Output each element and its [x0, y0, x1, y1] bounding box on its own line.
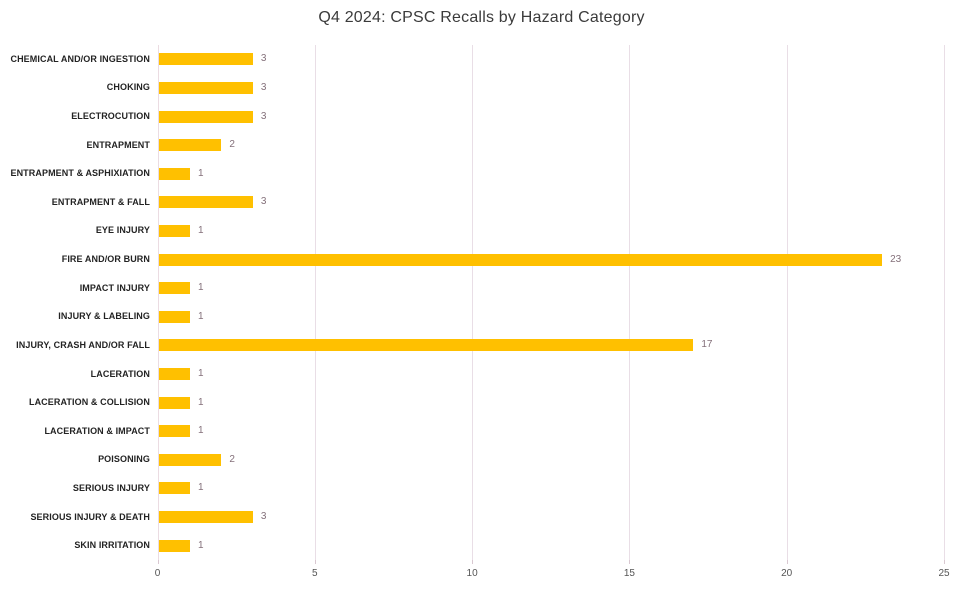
bar [158, 253, 883, 266]
bar [158, 539, 190, 552]
category-label: LACERATION & COLLISION [28, 397, 150, 408]
category-label: SERIOUS INJURY & DEATH [30, 511, 150, 522]
category-label: LACERATION & IMPACT [44, 425, 150, 436]
gridline [944, 45, 945, 560]
gridline [472, 45, 474, 560]
bar [158, 339, 694, 352]
category-label: ELECTROCUTION [71, 111, 150, 122]
value-label: 1 [197, 368, 204, 380]
bar [158, 167, 190, 180]
bar [158, 368, 190, 381]
category-label: INJURY, CRASH AND/OR FALL [16, 339, 150, 350]
category-label: IMPACT INJURY [79, 282, 150, 293]
x-axis-tick-mark [944, 560, 945, 564]
y-axis-line [157, 45, 159, 560]
bar [158, 310, 190, 323]
value-label: 3 [260, 81, 267, 93]
category-label: CHOKING [106, 82, 150, 93]
category-label: POISONING [98, 454, 150, 465]
category-label: ENTRAPMENT [86, 139, 150, 150]
value-label: 17 [701, 339, 713, 351]
value-label: 3 [260, 110, 267, 122]
bar [158, 282, 190, 295]
bar [158, 196, 253, 209]
bar [158, 224, 190, 237]
gridline [314, 45, 316, 560]
value-label: 3 [260, 53, 267, 65]
x-axis-tick-label: 25 [938, 568, 950, 579]
category-label: INJURY & LABELING [58, 311, 150, 322]
category-label: CHEMICAL AND/OR INGESTION [10, 53, 150, 64]
value-label: 1 [197, 282, 204, 294]
gridline [629, 45, 631, 560]
category-label: ENTRAPMENT & ASPHIXIATION [10, 168, 150, 179]
category-label: SERIOUS INJURY [72, 482, 150, 493]
value-label: 2 [229, 453, 235, 465]
value-label: 1 [197, 224, 204, 236]
bar [158, 110, 253, 123]
value-label: 1 [197, 396, 204, 408]
bar [158, 511, 253, 524]
bar [158, 482, 190, 495]
value-label: 1 [197, 539, 204, 551]
x-axis-tick-mark [472, 560, 474, 564]
bar [158, 453, 222, 466]
category-label: ENTRAPMENT & FALL [51, 196, 150, 207]
category-label: LACERATION [90, 368, 150, 379]
value-label: 1 [197, 482, 204, 494]
value-label: 23 [890, 253, 902, 265]
x-axis-tick-mark [157, 560, 159, 564]
x-axis-tick-label: 5 [312, 568, 318, 579]
x-axis-tick-mark [314, 560, 316, 564]
bar [158, 81, 253, 94]
value-label: 1 [197, 425, 204, 437]
x-axis-tick-label: 0 [154, 568, 161, 579]
value-label: 2 [229, 139, 235, 151]
bar [158, 139, 222, 152]
x-axis-tick-label: 10 [466, 568, 478, 579]
category-label: SKIN IRRITATION [74, 540, 150, 551]
category-label: EYE INJURY [95, 225, 150, 236]
bar [158, 53, 253, 66]
category-label: FIRE AND/OR BURN [61, 254, 150, 265]
x-axis-tick-label: 15 [623, 568, 635, 579]
value-label: 3 [260, 511, 267, 523]
x-axis-tick-mark [786, 560, 788, 564]
x-axis-tick-label: 20 [781, 568, 793, 579]
bar [158, 425, 190, 438]
chart-title: Q4 2024: CPSC Recalls by Hazard Category [318, 9, 645, 26]
value-label: 3 [260, 196, 267, 208]
x-axis-tick-mark [629, 560, 631, 564]
value-label: 1 [197, 310, 204, 322]
value-label: 1 [197, 167, 204, 179]
bar [158, 396, 190, 409]
gridline [786, 45, 788, 560]
